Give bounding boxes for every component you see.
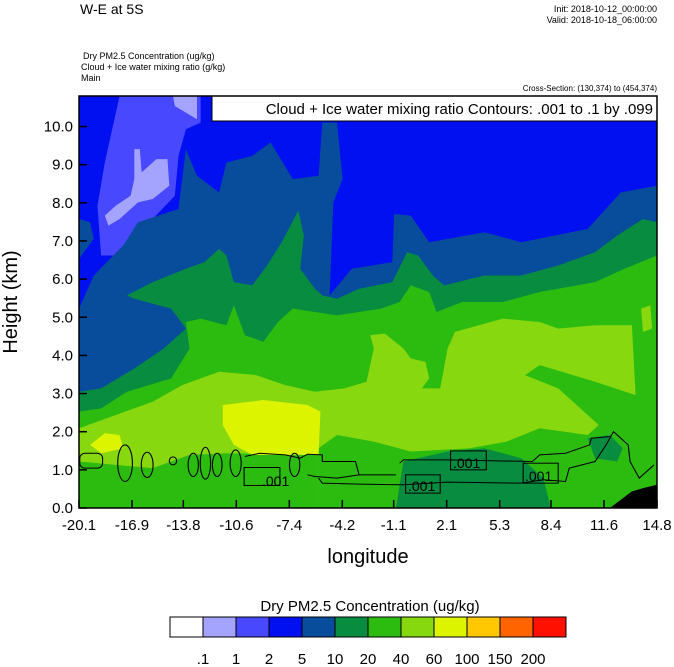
y-tick-label: 6.0 bbox=[52, 271, 73, 288]
colorbar-level-label: 10 bbox=[327, 651, 344, 667]
colorbar-swatch bbox=[301, 616, 336, 638]
colorbar-swatch bbox=[499, 616, 534, 638]
colorbar-swatch bbox=[169, 616, 204, 638]
contour-label-boxes bbox=[243, 450, 559, 494]
terrain bbox=[609, 484, 657, 508]
colorbar-level-label: 60 bbox=[426, 651, 443, 667]
contour-label: .001 bbox=[525, 468, 552, 484]
field-label-cloud: Cloud + Ice water mixing ratio (g/kg) bbox=[81, 62, 225, 72]
contour-legend-text: Cloud + Ice water mixing ratio Contours:… bbox=[266, 101, 653, 118]
x-tick-label: -16.9 bbox=[115, 517, 149, 534]
x-tick-label: -1.1 bbox=[381, 517, 407, 534]
plot-area: .001 .001 .001 .001 Cloud + Ice water mi… bbox=[44, 95, 672, 534]
x-tick-label: -13.8 bbox=[166, 517, 200, 534]
region-40-60-bottom bbox=[79, 453, 319, 508]
region-60-100-right bbox=[641, 305, 653, 332]
region-10-20-left bbox=[79, 218, 94, 259]
y-tick-label: 9.0 bbox=[52, 157, 73, 174]
y-tick-label: 10.0 bbox=[44, 119, 73, 136]
colorbar-level-label: 1 bbox=[232, 651, 240, 667]
y-tick-label: 7.0 bbox=[52, 233, 73, 250]
y-tick-label: 3.0 bbox=[52, 386, 73, 403]
x-tick-label: -10.6 bbox=[219, 517, 253, 534]
field-label-pm25: Dry PM2.5 Concentration (ug/kg) bbox=[83, 51, 215, 61]
y-tick-label: 5.0 bbox=[52, 309, 73, 326]
colorbar-swatch bbox=[334, 616, 369, 638]
init-time: Init: 2018-10-12_00:00:00 bbox=[554, 4, 657, 14]
region-100-150-left bbox=[90, 433, 124, 454]
x-tick-label: 5.3 bbox=[489, 517, 510, 534]
y-tick-label: 4.0 bbox=[52, 347, 73, 364]
colorbar-level-label: 100 bbox=[454, 651, 479, 667]
x-tick-label: -7.4 bbox=[276, 517, 302, 534]
axis-ticks: -20.1 -16.9 -13.8 -10.6 -7.4 -4.2 -1.1 2.1 5.3 8.… bbox=[44, 119, 672, 534]
region-1-2-plume bbox=[104, 149, 170, 226]
x-tick-label: 2.1 bbox=[436, 517, 457, 534]
x-tick-label: 8.4 bbox=[541, 517, 562, 534]
colorbar-swatch bbox=[268, 616, 303, 638]
region-20-40-right bbox=[587, 434, 623, 462]
contour-label: .001 bbox=[408, 478, 435, 494]
colorbar-swatch bbox=[367, 616, 402, 638]
y-tick-label: 0.0 bbox=[52, 500, 73, 517]
y-tick-label: 2.0 bbox=[52, 424, 73, 441]
field-label-main: Main bbox=[81, 73, 101, 83]
plot-title: W-E at 5S bbox=[80, 1, 144, 17]
colorbar-swatch bbox=[532, 616, 567, 638]
y-axis-label: Height (km) bbox=[0, 250, 22, 353]
colorbar-level-label: 5 bbox=[298, 651, 306, 667]
y-tick-label: 1.0 bbox=[52, 462, 73, 479]
cloud-contours bbox=[79, 430, 655, 486]
valid-time: Valid: 2018-10-18_06:00:00 bbox=[547, 15, 657, 25]
region-1-2-top bbox=[172, 96, 197, 120]
x-tick-label: 11.6 bbox=[590, 517, 618, 534]
colorbar: .1 1 2 5 10 20 40 60 100 150 200 bbox=[169, 616, 567, 667]
y-tick-label: 8.0 bbox=[52, 195, 73, 212]
colorbar-swatch bbox=[235, 616, 270, 638]
colorbar-swatch bbox=[466, 616, 501, 638]
x-tick-label: -4.2 bbox=[329, 517, 355, 534]
x-tick-label: 14.8 bbox=[642, 517, 671, 534]
colorbar-swatch bbox=[433, 616, 468, 638]
x-axis-label: longitude bbox=[327, 546, 408, 568]
contour-label: .001 bbox=[453, 455, 480, 471]
colorbar-level-label: 150 bbox=[487, 651, 512, 667]
plot-frame bbox=[78, 95, 658, 509]
colorbar-level-label: .1 bbox=[197, 651, 210, 667]
x-tick-label: -20.1 bbox=[62, 517, 96, 534]
colorbar-level-label: 40 bbox=[393, 651, 410, 667]
colorbar-level-label: 2 bbox=[265, 651, 273, 667]
colorbar-title: Dry PM2.5 Concentration (ug/kg) bbox=[260, 598, 479, 615]
colorbar-swatch bbox=[400, 616, 435, 638]
region-100-150 bbox=[222, 400, 321, 455]
cross-section-label: Cross-Section: (130,374) to (454,374) bbox=[523, 84, 658, 93]
contour-label: .001 bbox=[262, 473, 289, 489]
colorbar-swatch bbox=[202, 616, 237, 638]
colorbar-level-label: 20 bbox=[360, 651, 377, 667]
colorbar-level-label: 200 bbox=[520, 651, 545, 667]
